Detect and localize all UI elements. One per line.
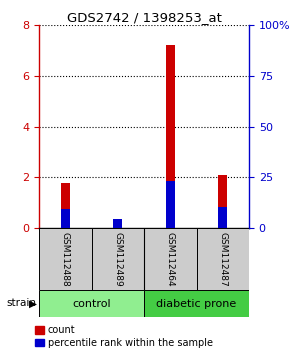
Text: GSM112487: GSM112487 [218,232,227,287]
Bar [113,219,122,228]
Bar [218,175,227,228]
Text: GSM112464: GSM112464 [166,232,175,287]
Bar [144,228,196,290]
Bar [113,221,122,228]
Text: control: control [72,298,111,309]
Bar [196,228,249,290]
Bar [39,290,144,317]
Title: GDS2742 / 1398253_at: GDS2742 / 1398253_at [67,11,221,24]
Bar [39,228,92,290]
Bar [218,207,227,228]
Bar [166,181,175,228]
Legend: count, percentile rank within the sample: count, percentile rank within the sample [35,325,212,348]
Bar [61,183,70,228]
Text: GSM112488: GSM112488 [61,232,70,287]
Text: diabetic prone: diabetic prone [156,298,237,309]
Bar [166,45,175,228]
Text: strain: strain [6,298,36,308]
Bar [92,228,144,290]
Bar [144,290,249,317]
Text: ▶: ▶ [28,298,37,308]
Bar [61,209,70,228]
Text: GSM112489: GSM112489 [113,232,122,287]
